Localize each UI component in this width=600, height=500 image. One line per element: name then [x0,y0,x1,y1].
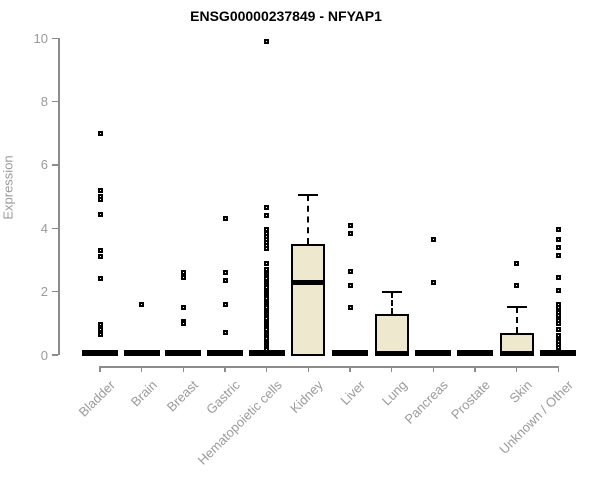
outlier-point [555,244,561,250]
outlier-point [97,322,103,328]
outlier-point [347,230,353,236]
box-lung [374,313,409,356]
outlier-point [555,287,561,293]
whisker-kidney [307,195,310,245]
outlier-point [97,276,103,282]
outlier-point [97,187,103,193]
x-tick [307,366,310,372]
x-tick [265,366,268,372]
collapsed-box-gastric [207,350,243,356]
outlier-point [264,246,270,252]
outlier-point [514,282,520,288]
x-tick [182,366,185,372]
outlier-point [555,236,561,242]
outlier-point [180,274,186,280]
outlier-point [97,211,103,217]
x-tick [557,366,560,372]
outlier-point [222,330,228,336]
y-axis-label: Expression [0,155,16,220]
collapsed-box-brain [123,350,160,356]
outlier-point [97,331,103,337]
whisker-cap-lung [381,290,402,293]
outlier-point [264,205,270,211]
outlier-point [222,278,228,284]
x-tick [349,366,351,372]
x-tick [432,366,435,372]
outlier-point [264,260,270,266]
outlier-point [347,304,353,310]
y-axis-line [58,38,60,355]
median-kidney [291,279,326,285]
outlier-point [555,227,561,233]
x-tick [99,366,101,372]
whisker-lung [390,291,393,314]
outlier-point [430,236,436,242]
x-tick [390,366,393,372]
x-axis-line [99,366,560,368]
whisker-cap-skin [506,306,527,309]
outlier-point [97,327,103,333]
y-tick [52,37,58,40]
outlier-point [555,320,561,326]
y-tick-label: 4 [40,220,48,236]
y-tick-label: 2 [40,284,48,300]
collapsed-box-prostate [457,350,494,356]
outlier-point [180,321,186,327]
y-tick-label: 8 [40,94,48,110]
outlier-point [555,252,561,258]
x-tick [474,366,476,372]
collapsed-box-hematopoietic-cells [248,350,285,356]
outlier-point [139,301,145,307]
outlier-point [264,347,270,353]
outlier-point [180,304,186,310]
y-tick [52,100,58,103]
outlier-point [97,130,103,136]
x-tick [140,366,143,372]
collapsed-box-breast [165,350,202,356]
outlier-point [430,279,436,285]
outlier-point [555,327,561,333]
y-tick-label: 0 [40,347,48,363]
chart-title: ENSG00000237849 - NFYAP1 [190,8,382,24]
outlier-point [97,197,103,203]
outlier-point [347,282,353,288]
collapsed-box-bladder [82,350,118,356]
y-tick [52,227,58,230]
outlier-point [555,304,561,310]
outlier-point [222,216,228,222]
y-tick [52,290,58,293]
outlier-point [514,260,520,266]
outlier-point [180,270,186,276]
collapsed-box-pancreas [415,350,452,356]
outlier-point [347,222,353,228]
outlier-point [555,274,561,280]
y-tick [52,164,58,166]
median-lung [374,350,409,356]
x-tick [515,366,518,372]
outlier-point [97,247,103,253]
collapsed-box-liver [332,350,369,356]
outlier-point [222,301,228,307]
y-tick-label: 10 [33,30,48,46]
x-tick [224,366,226,372]
collapsed-box-unknown-other [540,350,577,356]
outlier-point [97,254,103,260]
outlier-point [222,270,228,276]
outlier-point [555,344,561,350]
y-tick-label: 6 [40,157,48,173]
whisker-cap-kidney [298,194,319,197]
outlier-point [555,312,561,318]
outlier-point [264,38,270,44]
outlier-point [264,213,270,219]
y-tick [52,354,58,356]
outlier-point [347,268,353,274]
median-skin [499,350,534,356]
whisker-skin [515,307,518,333]
box-kidney [291,244,326,356]
